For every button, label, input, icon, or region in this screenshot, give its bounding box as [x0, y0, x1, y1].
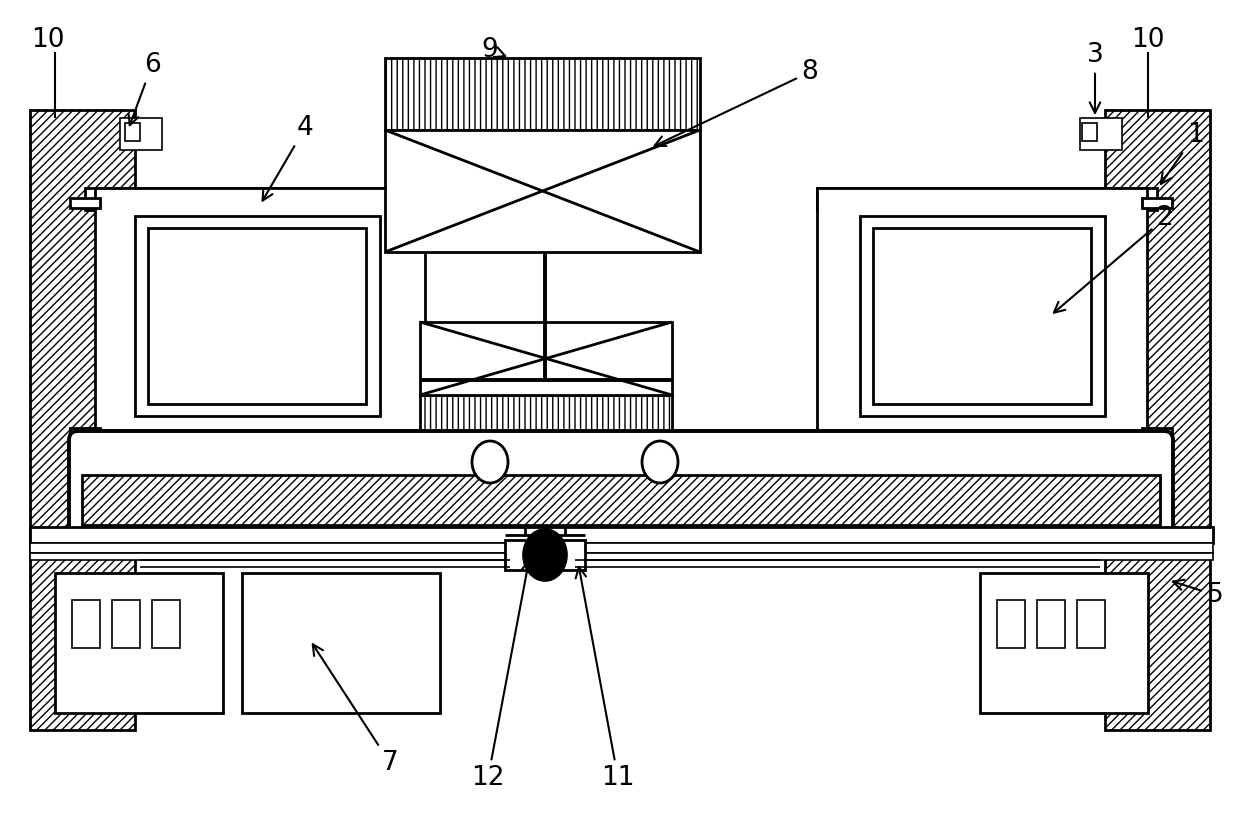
Text: 4: 4 — [263, 115, 314, 200]
Bar — [873, 228, 1091, 404]
Bar — [384, 130, 701, 252]
Text: 6: 6 — [129, 52, 160, 125]
Bar — [72, 600, 100, 648]
Text: 8: 8 — [655, 59, 818, 146]
Bar — [69, 198, 100, 208]
Text: 5: 5 — [1173, 580, 1224, 608]
Bar — [86, 188, 425, 210]
Bar — [112, 600, 140, 648]
Bar — [827, 410, 1107, 436]
Text: 9: 9 — [481, 37, 506, 63]
Bar — [135, 200, 415, 226]
Ellipse shape — [472, 441, 508, 483]
Bar — [420, 395, 672, 447]
Bar — [384, 58, 701, 130]
Text: 10: 10 — [31, 27, 64, 53]
Text: 11: 11 — [575, 567, 635, 791]
Bar — [817, 188, 1147, 450]
Bar — [997, 600, 1025, 648]
Bar — [69, 428, 100, 438]
Bar — [1105, 110, 1210, 730]
Bar — [30, 543, 1213, 553]
Bar — [30, 553, 1213, 560]
Bar — [120, 118, 162, 150]
Bar — [980, 573, 1148, 713]
Text: 10: 10 — [1131, 27, 1164, 53]
Ellipse shape — [523, 529, 567, 581]
Text: 7: 7 — [312, 644, 398, 776]
Bar — [135, 410, 415, 436]
Bar — [148, 228, 366, 404]
Bar — [30, 110, 135, 730]
Bar — [1080, 118, 1122, 150]
Bar — [1078, 600, 1105, 648]
Text: 2: 2 — [1054, 205, 1173, 312]
Bar — [135, 216, 379, 416]
Bar — [30, 527, 1213, 543]
Bar — [817, 428, 1157, 450]
Bar — [1083, 123, 1097, 141]
Ellipse shape — [642, 441, 678, 483]
Bar — [242, 573, 440, 713]
Bar — [827, 200, 1107, 226]
Bar — [86, 428, 425, 450]
Bar — [1037, 600, 1065, 648]
FancyBboxPatch shape — [69, 431, 1173, 541]
Bar — [55, 573, 223, 713]
Bar — [1142, 428, 1172, 438]
Bar — [125, 123, 140, 141]
Bar — [95, 188, 425, 450]
Bar — [420, 322, 672, 395]
Bar — [1142, 198, 1172, 208]
Text: 12: 12 — [471, 560, 532, 791]
Bar — [82, 475, 1159, 525]
Bar — [505, 540, 585, 570]
Bar — [817, 188, 1157, 210]
Bar — [861, 216, 1105, 416]
Bar — [153, 600, 180, 648]
Text: 3: 3 — [1086, 42, 1104, 113]
Text: 1: 1 — [1161, 122, 1203, 184]
